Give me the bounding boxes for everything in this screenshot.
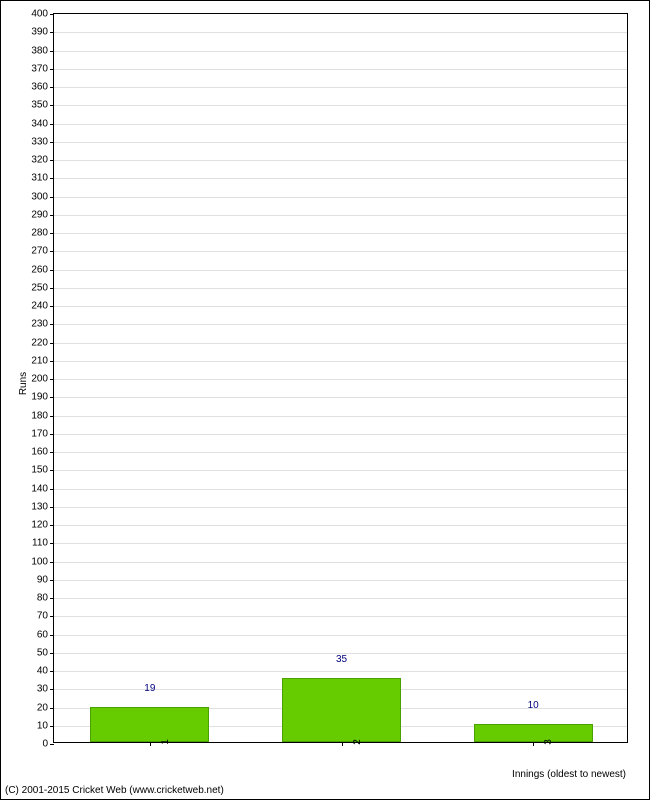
x-tick-label: 2 bbox=[342, 739, 363, 745]
gridline bbox=[54, 69, 627, 70]
y-tick-label: 260 bbox=[31, 264, 54, 275]
y-tick-label: 170 bbox=[31, 428, 54, 439]
y-tick-label: 130 bbox=[31, 501, 54, 512]
gridline bbox=[54, 562, 627, 563]
gridline bbox=[54, 525, 627, 526]
gridline bbox=[54, 616, 627, 617]
gridline bbox=[54, 361, 627, 362]
gridline bbox=[54, 343, 627, 344]
y-tick-label: 160 bbox=[31, 447, 54, 458]
gridline bbox=[54, 215, 627, 216]
gridline bbox=[54, 178, 627, 179]
y-tick-label: 400 bbox=[31, 9, 54, 20]
gridline bbox=[54, 160, 627, 161]
gridline bbox=[54, 124, 627, 125]
gridline bbox=[54, 32, 627, 33]
gridline bbox=[54, 142, 627, 143]
gridline bbox=[54, 598, 627, 599]
bar bbox=[282, 678, 401, 742]
gridline bbox=[54, 671, 627, 672]
y-tick-label: 380 bbox=[31, 45, 54, 56]
y-tick-label: 230 bbox=[31, 319, 54, 330]
gridline bbox=[54, 197, 627, 198]
y-tick-label: 320 bbox=[31, 155, 54, 166]
gridline bbox=[54, 434, 627, 435]
x-tick-label: 1 bbox=[150, 739, 171, 745]
x-tick-label: 3 bbox=[533, 739, 554, 745]
y-tick-label: 330 bbox=[31, 136, 54, 147]
y-tick-label: 350 bbox=[31, 100, 54, 111]
gridline bbox=[54, 233, 627, 234]
y-tick-label: 360 bbox=[31, 82, 54, 93]
bar-value-label: 10 bbox=[528, 700, 539, 711]
plot-area: 0102030405060708090100110120130140150160… bbox=[53, 13, 628, 743]
y-tick-label: 20 bbox=[37, 702, 54, 713]
y-tick-label: 40 bbox=[37, 666, 54, 677]
bar bbox=[90, 707, 209, 742]
y-tick-label: 120 bbox=[31, 520, 54, 531]
gridline bbox=[54, 306, 627, 307]
gridline bbox=[54, 251, 627, 252]
y-tick-label: 50 bbox=[37, 647, 54, 658]
y-tick-label: 80 bbox=[37, 593, 54, 604]
gridline bbox=[54, 416, 627, 417]
y-tick-label: 30 bbox=[37, 684, 54, 695]
y-tick-label: 190 bbox=[31, 392, 54, 403]
gridline bbox=[54, 452, 627, 453]
y-tick-label: 250 bbox=[31, 282, 54, 293]
gridline bbox=[54, 288, 627, 289]
x-axis-label: Innings (oldest to newest) bbox=[512, 769, 626, 780]
y-tick-label: 300 bbox=[31, 191, 54, 202]
y-tick-label: 90 bbox=[37, 574, 54, 585]
gridline bbox=[54, 270, 627, 271]
y-tick-label: 150 bbox=[31, 465, 54, 476]
y-tick-label: 370 bbox=[31, 63, 54, 74]
y-tick-label: 0 bbox=[42, 739, 54, 750]
y-tick-label: 270 bbox=[31, 246, 54, 257]
y-tick-label: 280 bbox=[31, 228, 54, 239]
chart-container: 0102030405060708090100110120130140150160… bbox=[0, 0, 650, 800]
bar-value-label: 35 bbox=[336, 654, 347, 665]
y-tick-label: 110 bbox=[32, 538, 54, 549]
y-tick-label: 240 bbox=[31, 301, 54, 312]
y-axis-label: Runs bbox=[18, 372, 29, 395]
gridline bbox=[54, 105, 627, 106]
gridline bbox=[54, 87, 627, 88]
gridline bbox=[54, 580, 627, 581]
y-tick-label: 70 bbox=[37, 611, 54, 622]
y-tick-label: 200 bbox=[31, 374, 54, 385]
y-tick-label: 310 bbox=[31, 173, 54, 184]
copyright-text: (C) 2001-2015 Cricket Web (www.cricketwe… bbox=[5, 785, 224, 796]
gridline bbox=[54, 324, 627, 325]
y-tick-label: 180 bbox=[31, 410, 54, 421]
gridline bbox=[54, 379, 627, 380]
bar-value-label: 19 bbox=[144, 683, 155, 694]
gridline bbox=[54, 543, 627, 544]
y-tick-label: 220 bbox=[31, 337, 54, 348]
y-tick-label: 10 bbox=[37, 720, 54, 731]
y-tick-label: 100 bbox=[31, 556, 54, 567]
y-tick-label: 210 bbox=[31, 355, 54, 366]
gridline bbox=[54, 397, 627, 398]
y-tick-label: 390 bbox=[31, 27, 54, 38]
gridline bbox=[54, 489, 627, 490]
gridline bbox=[54, 51, 627, 52]
gridline bbox=[54, 470, 627, 471]
gridline bbox=[54, 507, 627, 508]
y-tick-label: 140 bbox=[31, 483, 54, 494]
y-tick-label: 340 bbox=[31, 118, 54, 129]
gridline bbox=[54, 635, 627, 636]
y-tick-label: 290 bbox=[31, 209, 54, 220]
y-tick-label: 60 bbox=[37, 629, 54, 640]
